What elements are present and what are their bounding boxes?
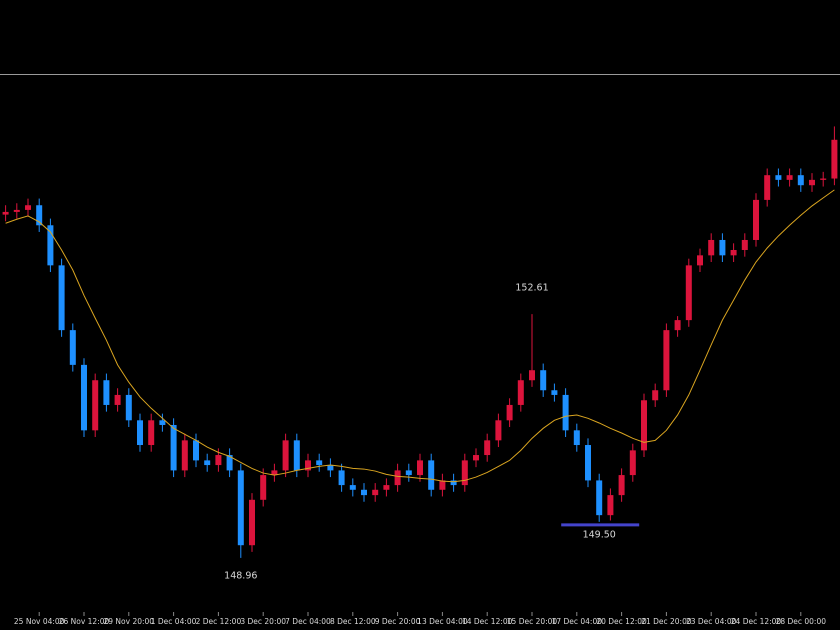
x-tick-label: 9 Dec 20:00 bbox=[375, 617, 421, 626]
candle-body bbox=[13, 209, 20, 212]
candle-body bbox=[58, 265, 65, 331]
x-tick-label: 13 Dec 04:00 bbox=[417, 617, 468, 626]
candle-body bbox=[495, 420, 502, 441]
candle-body bbox=[517, 380, 524, 405]
candle-body bbox=[25, 205, 31, 210]
candle-body bbox=[148, 420, 155, 446]
candle-body bbox=[428, 460, 435, 490]
candle-body bbox=[81, 364, 87, 431]
candle-body bbox=[719, 239, 726, 256]
x-tick-label: 8 Dec 12:00 bbox=[330, 617, 376, 626]
candle-body bbox=[618, 475, 625, 496]
candle-body bbox=[764, 175, 771, 200]
candle-body bbox=[506, 404, 513, 421]
candle-body bbox=[562, 394, 569, 431]
candle-body bbox=[697, 255, 703, 266]
candle-body bbox=[540, 370, 547, 391]
candle-body bbox=[181, 440, 188, 471]
candle-body bbox=[103, 380, 110, 405]
candle-body bbox=[741, 239, 748, 250]
x-tick-label: 14 Dec 12:00 bbox=[462, 617, 513, 626]
candle-body bbox=[282, 440, 289, 471]
candle-body bbox=[461, 460, 468, 486]
candle-body bbox=[237, 470, 244, 546]
candle-body bbox=[674, 320, 681, 331]
candle-body bbox=[2, 211, 9, 215]
candle-body bbox=[137, 420, 143, 446]
x-tick-label: 25 Nov 04:00 bbox=[14, 617, 65, 626]
candle-body bbox=[271, 470, 278, 476]
price-label: 152.61 bbox=[515, 283, 548, 294]
x-tick-label: 7 Dec 04:00 bbox=[285, 617, 331, 626]
candle-body bbox=[226, 455, 233, 471]
candle-body bbox=[327, 465, 334, 471]
candle-body bbox=[417, 460, 423, 476]
candle-body bbox=[293, 440, 300, 471]
candle-body bbox=[551, 390, 558, 395]
candle-body bbox=[361, 489, 367, 496]
candle-body bbox=[316, 460, 323, 466]
candle-body bbox=[473, 455, 479, 461]
candle-body bbox=[372, 489, 379, 496]
candle-body bbox=[786, 175, 793, 180]
candle-body bbox=[629, 450, 636, 476]
candle-body bbox=[305, 460, 311, 471]
candle-body bbox=[215, 455, 222, 466]
candle-body bbox=[36, 205, 43, 226]
candle-body bbox=[820, 178, 827, 180]
candle-body bbox=[797, 175, 804, 186]
x-tick-label: 24 Dec 12:00 bbox=[731, 617, 782, 626]
x-tick-label: 2 Dec 12:00 bbox=[196, 617, 242, 626]
candle-body bbox=[573, 430, 580, 446]
candle-body bbox=[450, 480, 457, 486]
x-tick-label: 28 Dec 00:00 bbox=[776, 617, 827, 626]
moving-average bbox=[5, 189, 835, 483]
candle-body bbox=[831, 139, 838, 179]
candle-body bbox=[249, 499, 255, 546]
x-tick-label: 26 Nov 12:00 bbox=[59, 617, 110, 626]
candle-body bbox=[663, 330, 670, 391]
candle-body bbox=[585, 445, 591, 481]
candle-body bbox=[529, 370, 535, 381]
price-label: 149.50 bbox=[583, 529, 616, 540]
x-tick-label: 17 Dec 04:00 bbox=[552, 617, 603, 626]
candle-body bbox=[685, 265, 692, 321]
candle-body bbox=[383, 485, 390, 490]
candle-body bbox=[349, 485, 356, 490]
candle-body bbox=[405, 470, 412, 476]
candle-body bbox=[69, 330, 76, 365]
price-label: 148.96 bbox=[224, 570, 257, 581]
candle-body bbox=[159, 420, 166, 425]
candle-body bbox=[92, 380, 99, 431]
candle-body bbox=[114, 394, 121, 405]
candle-body bbox=[204, 460, 211, 466]
candle-body bbox=[484, 440, 491, 456]
candle-body bbox=[439, 480, 446, 490]
candle-body bbox=[641, 400, 647, 451]
candle-body bbox=[607, 495, 614, 516]
candle-body bbox=[125, 394, 132, 421]
candle-body bbox=[753, 199, 759, 240]
candle-body bbox=[708, 239, 715, 256]
x-tick-label: 1 Dec 04:00 bbox=[151, 617, 197, 626]
x-tick-label: 21 Dec 20:00 bbox=[641, 617, 692, 626]
x-tick-label: 20 Dec 12:00 bbox=[596, 617, 647, 626]
candle-body bbox=[170, 424, 177, 471]
candle-body bbox=[394, 470, 401, 486]
x-tick-label: 15 Dec 20:00 bbox=[507, 617, 558, 626]
x-tick-label: 29 Nov 20:00 bbox=[104, 617, 155, 626]
candle-body bbox=[775, 175, 782, 180]
candle-body bbox=[809, 179, 815, 186]
candle-body bbox=[652, 390, 659, 401]
candle-body bbox=[260, 475, 267, 500]
x-tick-label: 3 Dec 20:00 bbox=[240, 617, 286, 626]
candle-body bbox=[338, 470, 345, 486]
candle-body bbox=[596, 480, 603, 516]
candle-body bbox=[47, 225, 54, 266]
x-tick-label: 23 Dec 04:00 bbox=[686, 617, 737, 626]
candle-body bbox=[730, 249, 737, 256]
candle-body bbox=[193, 440, 199, 461]
